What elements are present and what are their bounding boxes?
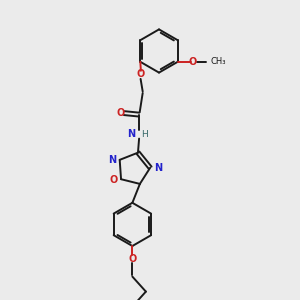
Text: O: O [136, 69, 144, 80]
Text: N: N [108, 155, 116, 165]
Text: N: N [154, 163, 162, 173]
Text: O: O [128, 254, 136, 264]
Text: N: N [128, 129, 136, 139]
Text: O: O [109, 176, 118, 185]
Text: CH₃: CH₃ [211, 57, 226, 66]
Text: O: O [116, 108, 124, 118]
Text: O: O [189, 57, 197, 67]
Text: H: H [142, 130, 148, 139]
